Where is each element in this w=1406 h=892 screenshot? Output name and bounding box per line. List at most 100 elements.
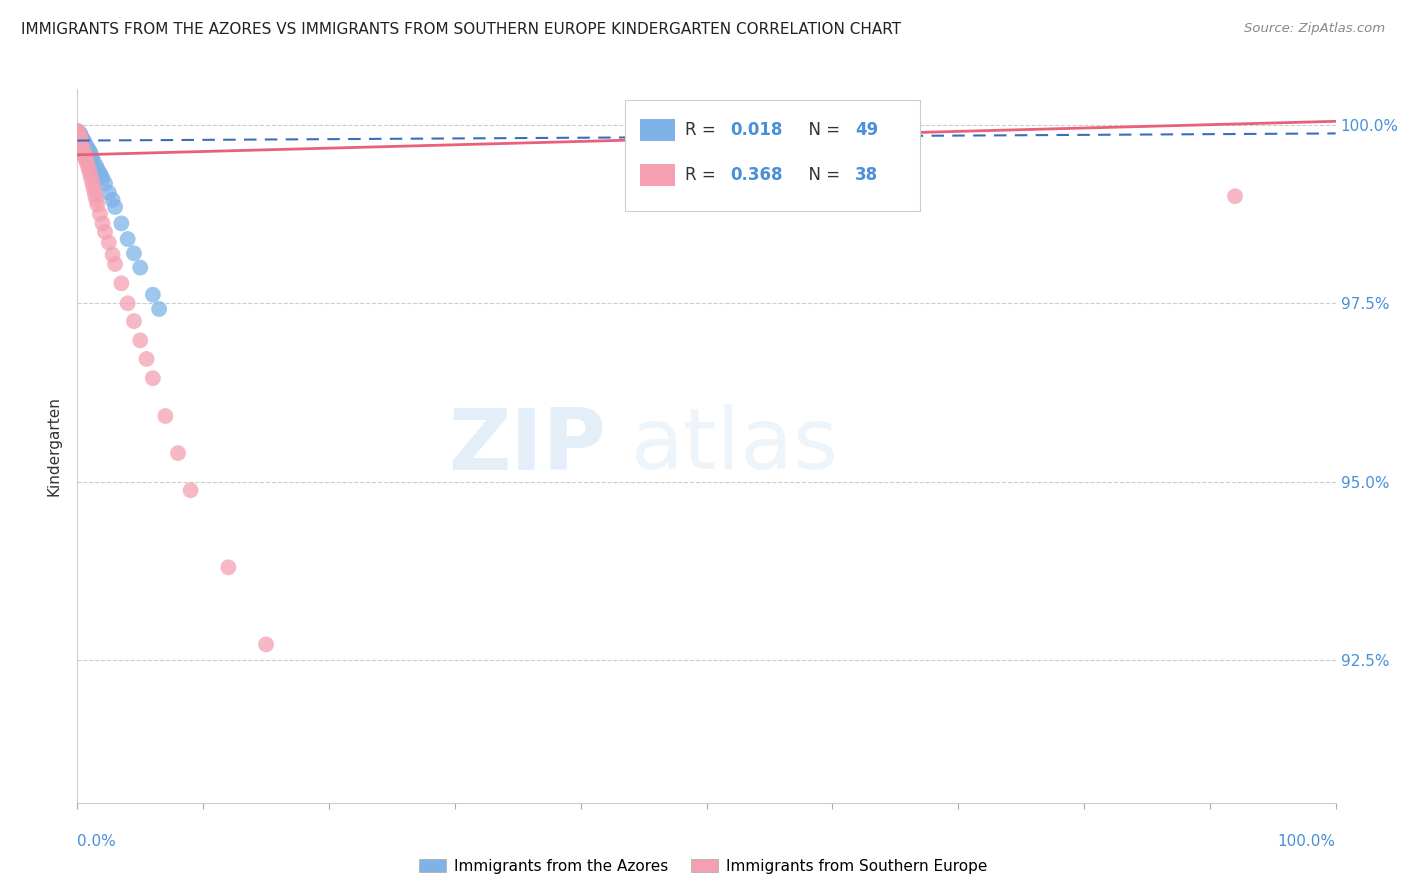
- Point: [82, 152, 104, 166]
- Point: [67, 127, 90, 141]
- Point: [66, 123, 89, 137]
- Text: IMMIGRANTS FROM THE AZORES VS IMMIGRANTS FROM SOUTHERN EUROPE KINDERGARTEN CORRE: IMMIGRANTS FROM THE AZORES VS IMMIGRANTS…: [21, 22, 901, 37]
- Point: [254, 637, 277, 651]
- Point: [69, 127, 91, 141]
- Point: [69, 139, 91, 153]
- Point: [148, 301, 170, 316]
- Point: [66, 127, 89, 141]
- Point: [129, 334, 152, 348]
- Point: [84, 159, 107, 173]
- Point: [76, 141, 98, 155]
- Point: [94, 177, 117, 191]
- Point: [142, 371, 165, 385]
- Point: [94, 225, 117, 239]
- Text: R =: R =: [685, 166, 721, 184]
- Point: [72, 148, 94, 162]
- Text: Source: ZipAtlas.com: Source: ZipAtlas.com: [1244, 22, 1385, 36]
- FancyBboxPatch shape: [624, 100, 921, 211]
- Point: [180, 483, 202, 498]
- Text: ZIP: ZIP: [449, 404, 606, 488]
- Point: [122, 246, 145, 260]
- Point: [101, 193, 124, 207]
- Point: [79, 166, 101, 180]
- Point: [75, 145, 97, 159]
- Point: [79, 150, 101, 164]
- Point: [101, 248, 124, 262]
- Bar: [640, 120, 675, 141]
- Point: [83, 182, 105, 196]
- Point: [73, 136, 96, 150]
- Point: [73, 145, 96, 159]
- Point: [72, 134, 94, 148]
- Point: [84, 187, 107, 202]
- Point: [86, 198, 108, 212]
- Point: [217, 560, 239, 574]
- Point: [70, 143, 93, 157]
- Point: [80, 171, 103, 186]
- Point: [110, 216, 132, 230]
- Text: N =: N =: [799, 121, 846, 139]
- Y-axis label: Kindergarten: Kindergarten: [46, 396, 62, 496]
- Point: [67, 125, 90, 139]
- Point: [167, 446, 190, 460]
- Point: [70, 128, 93, 143]
- Point: [83, 155, 105, 169]
- Point: [69, 132, 91, 146]
- Point: [91, 216, 114, 230]
- Text: 49: 49: [855, 121, 879, 139]
- Point: [66, 130, 89, 145]
- Point: [129, 260, 152, 275]
- Point: [69, 128, 91, 143]
- Point: [72, 136, 94, 150]
- Point: [122, 314, 145, 328]
- Point: [69, 134, 91, 148]
- Point: [1223, 189, 1246, 203]
- Point: [72, 132, 94, 146]
- Point: [75, 139, 97, 153]
- Point: [110, 277, 132, 291]
- Legend: Immigrants from the Azores, Immigrants from Southern Europe: Immigrants from the Azores, Immigrants f…: [412, 853, 994, 880]
- Point: [89, 207, 111, 221]
- Text: atlas: atlas: [631, 404, 839, 488]
- Point: [73, 141, 96, 155]
- Point: [155, 409, 177, 423]
- Point: [142, 287, 165, 301]
- Point: [104, 257, 127, 271]
- Point: [76, 157, 98, 171]
- Point: [79, 145, 101, 159]
- Text: 38: 38: [855, 166, 879, 184]
- Point: [72, 143, 94, 157]
- Point: [97, 235, 120, 250]
- Point: [97, 186, 120, 200]
- Point: [76, 145, 98, 159]
- Point: [77, 148, 100, 162]
- Point: [70, 134, 93, 148]
- Text: 0.0%: 0.0%: [77, 834, 117, 849]
- Point: [77, 143, 100, 157]
- Point: [73, 150, 96, 164]
- Point: [67, 128, 90, 143]
- Point: [72, 141, 94, 155]
- Point: [72, 137, 94, 152]
- Point: [89, 166, 111, 180]
- Point: [117, 232, 139, 246]
- Text: 100.0%: 100.0%: [1278, 834, 1336, 849]
- Text: 0.368: 0.368: [731, 166, 783, 184]
- Point: [72, 146, 94, 161]
- Point: [104, 200, 127, 214]
- Point: [70, 137, 93, 152]
- Point: [90, 169, 112, 184]
- Point: [72, 141, 94, 155]
- Point: [69, 130, 91, 145]
- Bar: [640, 164, 675, 186]
- Point: [70, 137, 93, 152]
- Point: [117, 296, 139, 310]
- Point: [80, 148, 103, 162]
- Point: [86, 162, 108, 177]
- Point: [75, 153, 97, 168]
- Text: N =: N =: [799, 166, 846, 184]
- Point: [77, 162, 100, 177]
- Text: R =: R =: [685, 121, 721, 139]
- Point: [67, 134, 90, 148]
- Point: [135, 351, 157, 366]
